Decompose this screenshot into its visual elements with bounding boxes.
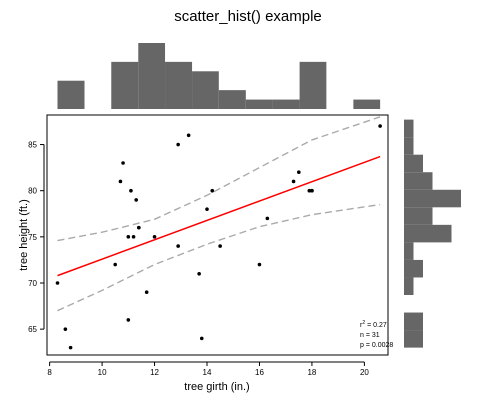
regression-line <box>57 155 381 277</box>
data-point <box>126 235 131 239</box>
data-point <box>113 262 117 267</box>
data-point <box>134 198 138 202</box>
top-histogram-bar <box>165 61 193 109</box>
top-histogram-bar <box>138 43 166 109</box>
data-point <box>63 327 68 331</box>
data-point <box>126 318 131 322</box>
data-point <box>210 188 215 193</box>
data-point <box>205 207 209 211</box>
data-point <box>129 188 133 193</box>
x-tick-label: 10 <box>98 368 107 377</box>
top-histogram-bar <box>192 71 219 109</box>
stats-annotation: r2 = 0.27 n = 31 p = 0.0028 <box>360 320 393 349</box>
right-histogram-bar <box>404 242 414 260</box>
y-axis-label: tree height (ft.) <box>18 199 30 271</box>
right-histogram-bar <box>404 189 461 208</box>
right-histogram-bar <box>404 259 423 278</box>
x-tick-label: 12 <box>150 368 159 377</box>
ci-upper-line <box>57 116 381 242</box>
data-point <box>310 188 314 193</box>
right-histogram <box>404 119 461 348</box>
top-histogram-bar <box>111 61 139 109</box>
data-point <box>121 161 125 165</box>
plot-frame <box>46 114 389 356</box>
data-point <box>197 271 201 276</box>
stats-line: n = 31 <box>360 332 380 339</box>
y-tick-label: 80 <box>28 187 37 196</box>
data-point <box>378 124 382 128</box>
x-tick-label: 20 <box>360 368 369 377</box>
y-axis: 65 70 75 80 85 <box>28 141 45 334</box>
ci-lower-line <box>57 203 381 312</box>
top-histogram-bar <box>218 90 246 109</box>
right-histogram-bar <box>404 172 433 190</box>
confidence-band <box>57 116 381 312</box>
right-histogram-bar <box>404 277 414 295</box>
y-tick-label: 70 <box>28 279 37 288</box>
x-tick-label: 16 <box>255 368 264 377</box>
data-point <box>297 170 301 175</box>
chart-title: scatter_hist() example <box>174 8 322 25</box>
right-histogram-bar <box>404 137 414 155</box>
top-histogram-bar <box>57 80 85 109</box>
x-axis-label: tree girth (in.) <box>184 381 249 393</box>
regression-line-group <box>57 155 381 277</box>
right-histogram-bar <box>404 312 423 331</box>
top-histogram-bar <box>353 99 381 109</box>
data-point <box>291 179 296 184</box>
data-point <box>68 345 73 350</box>
top-histogram-bar <box>272 99 300 109</box>
data-point <box>186 133 191 138</box>
y-tick-label: 85 <box>28 141 37 150</box>
stats-line: p = 0.0028 <box>360 342 393 349</box>
data-point <box>307 188 312 193</box>
scatter-points <box>55 124 382 350</box>
data-point <box>131 235 136 239</box>
data-point <box>144 290 149 295</box>
x-tick-label: 18 <box>307 368 316 377</box>
data-point <box>176 142 180 147</box>
data-point <box>55 281 60 285</box>
data-point <box>199 336 204 341</box>
data-point <box>137 225 141 230</box>
top-histogram-bar <box>299 61 327 109</box>
data-point <box>265 216 270 221</box>
x-axis: 8 10 12 14 16 18 20 <box>47 361 369 377</box>
right-histogram-bar <box>404 207 433 225</box>
data-point <box>257 262 262 267</box>
stats-line: r2 = 0.27 <box>360 320 387 329</box>
data-point <box>152 235 157 239</box>
right-histogram-bar <box>404 119 414 138</box>
right-histogram-bar <box>404 224 452 243</box>
right-histogram-bar <box>404 154 423 173</box>
y-tick-label: 65 <box>28 325 37 334</box>
x-tick-label: 14 <box>203 368 212 377</box>
data-point <box>118 179 123 184</box>
y-tick-label: 75 <box>28 233 37 242</box>
data-point <box>176 244 180 248</box>
x-tick-label: 8 <box>47 368 52 377</box>
right-histogram-bar <box>404 330 423 348</box>
top-histogram <box>57 43 381 109</box>
data-point <box>218 244 222 248</box>
top-histogram-bar <box>245 99 273 109</box>
